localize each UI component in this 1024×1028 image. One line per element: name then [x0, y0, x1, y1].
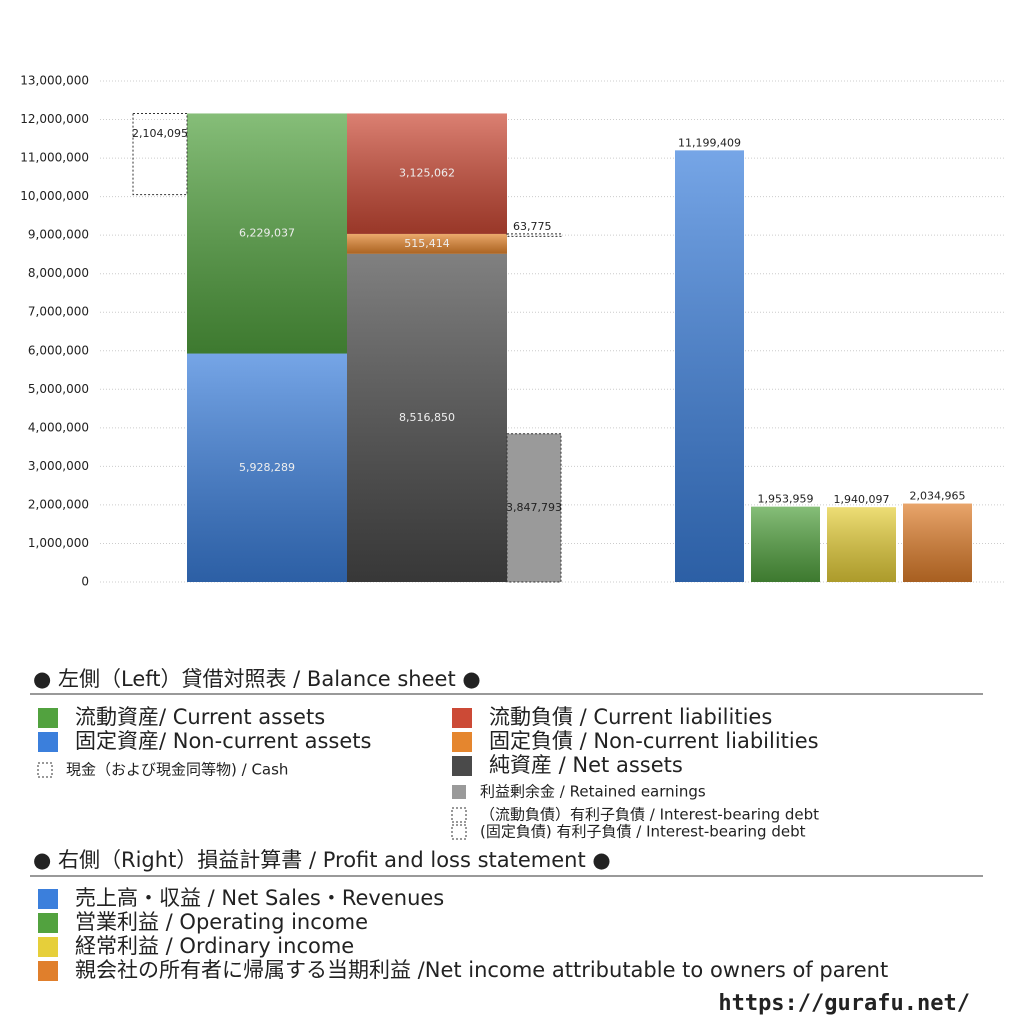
- y-tick-label: 5,000,000: [28, 382, 89, 396]
- legend-swatch: [452, 756, 472, 776]
- legend-swatch: [452, 732, 472, 752]
- legend-label: （流動負債）有利子負債 / Interest-bearing debt: [480, 806, 819, 824]
- retained-bar: [506, 433, 562, 583]
- bar-shade: [187, 353, 347, 582]
- value-label: 515,414: [404, 237, 450, 250]
- value-label: 1,940,097: [834, 493, 890, 506]
- section-title: ● 左側（Left）貸借対照表 / Balance sheet ●: [33, 667, 481, 691]
- y-tick-label: 9,000,000: [28, 228, 89, 242]
- bar-shade: [827, 507, 896, 582]
- legend-label: 経常利益 / Ordinary income: [75, 934, 354, 958]
- legend-swatch: [451, 824, 467, 840]
- legend-label: 固定負債 / Non-current liabilities: [489, 729, 819, 753]
- legend-swatch: [451, 807, 467, 823]
- y-tick-label: 10,000,000: [20, 189, 89, 203]
- y-tick-label: 7,000,000: [28, 305, 89, 319]
- y-tick-label: 12,000,000: [20, 112, 89, 126]
- y-tick-label: 8,000,000: [28, 266, 89, 280]
- legend-swatch: [38, 913, 58, 933]
- value-label: 2,034,965: [910, 490, 966, 503]
- legend-label: 営業利益 / Operating income: [75, 910, 368, 934]
- y-tick-label: 2,000,000: [28, 497, 89, 511]
- legend-swatch: [452, 708, 472, 728]
- bar-shade: [347, 253, 507, 583]
- bar-shade: [347, 233, 507, 254]
- legend-label: 純資産 / Net assets: [489, 753, 683, 777]
- debt-box: [506, 233, 562, 237]
- value-label: 63,775: [513, 220, 552, 233]
- value-label: 1,953,959: [758, 493, 814, 506]
- legend-label: 利益剰余金 / Retained earnings: [480, 783, 706, 801]
- value-label: 8,516,850: [399, 411, 455, 424]
- legend-label: 流動資産/ Current assets: [75, 705, 325, 729]
- legend-label: 親会社の所有者に帰属する当期利益 /Net income attributabl…: [75, 958, 888, 982]
- value-label: 3,847,793: [506, 501, 562, 514]
- legend-swatch: [452, 785, 466, 799]
- legend-swatch: [38, 889, 58, 909]
- value-label: 3,125,062: [399, 167, 455, 180]
- legend-swatch: [38, 732, 58, 752]
- legend-label: 現金（および現金同等物) / Cash: [66, 761, 288, 779]
- legend-label: 固定資産/ Non-current assets: [75, 729, 371, 753]
- y-tick-label: 3,000,000: [28, 459, 89, 473]
- value-label: 6,229,037: [239, 227, 295, 240]
- y-tick-label: 4,000,000: [28, 420, 89, 434]
- y-tick-label: 6,000,000: [28, 343, 89, 357]
- bar-shade: [751, 506, 820, 582]
- value-label: 5,928,289: [239, 461, 295, 474]
- legend-label: 売上高・収益 / Net Sales・Revenues: [75, 886, 444, 910]
- value-label: 2,104,095: [132, 127, 188, 140]
- legend-swatch: [38, 937, 58, 957]
- legend-swatch: [38, 961, 58, 981]
- legend-label: 流動負債 / Current liabilities: [489, 705, 772, 729]
- y-tick-label: 0: [81, 575, 89, 589]
- bar-shade: [903, 503, 972, 582]
- bar-shade: [187, 113, 347, 354]
- legend-label: (固定負債) 有利子負債 / Interest-bearing debt: [480, 823, 806, 841]
- value-label: 11,199,409: [678, 136, 741, 149]
- cash-box: [132, 112, 188, 196]
- y-tick-label: 1,000,000: [28, 536, 89, 550]
- bar-shade: [675, 150, 744, 582]
- y-tick-label: 11,000,000: [20, 151, 89, 165]
- bar-shade: [347, 113, 507, 234]
- legend-swatch: [37, 762, 53, 778]
- y-tick-label: 13,000,000: [20, 74, 89, 88]
- section-title: ● 右側（Right）損益計算書 / Profit and loss state…: [33, 848, 611, 872]
- legend-swatch: [38, 708, 58, 728]
- source: https://gurafu.net/: [718, 991, 970, 1016]
